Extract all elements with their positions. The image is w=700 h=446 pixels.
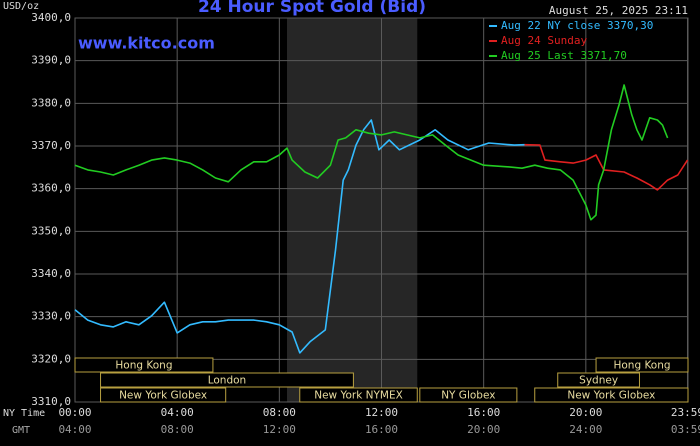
x2-tick-label: 24:00 xyxy=(569,423,602,436)
session-label: NY Globex xyxy=(441,390,495,402)
x-tick-label: 12:00 xyxy=(365,406,398,419)
chart-title: 24 Hour Spot Gold (Bid) xyxy=(198,0,426,17)
y-tick-label: 3310,0 xyxy=(31,395,71,408)
y-tick-label: 3390,0 xyxy=(31,54,71,67)
y-axis-label: USD/oz xyxy=(3,1,39,12)
session-label: New York NYMEX xyxy=(314,390,403,402)
legend-label: Aug 22 NY close 3370,30 xyxy=(501,19,653,32)
session-box xyxy=(595,357,689,373)
session-box xyxy=(557,372,640,388)
y-tick-label: 3350,0 xyxy=(31,224,71,237)
x2-tick-label: 16:00 xyxy=(365,423,398,436)
y-tick-label: 3370,0 xyxy=(31,139,71,152)
session-box xyxy=(534,387,689,403)
session-label: New York Globex xyxy=(567,390,655,402)
y-tick-label: 3400,0 xyxy=(31,11,71,24)
watermark: www.kitco.com xyxy=(78,34,215,53)
session-box xyxy=(100,372,354,388)
session-label: Sydney xyxy=(579,375,618,387)
x-tick-label: 04:00 xyxy=(161,406,194,419)
session-label: Hong Kong xyxy=(613,360,670,372)
x2-tick-label: 12:00 xyxy=(263,423,296,436)
y-tick-label: 3340,0 xyxy=(31,267,71,280)
legend-label: Aug 24 Sunday xyxy=(501,34,587,47)
x-tick-label: 20:00 xyxy=(569,406,602,419)
session-box xyxy=(74,357,214,373)
y-tick-label: 3330,0 xyxy=(31,310,71,323)
timestamp: August 25, 2025 23:11 xyxy=(549,4,688,17)
x2-tick-label: 03:59 xyxy=(671,423,700,436)
session-box xyxy=(100,387,227,403)
x2-tick-label: 20:00 xyxy=(467,423,500,436)
x-tick-label: 16:00 xyxy=(467,406,500,419)
y-tick-label: 3360,0 xyxy=(31,182,71,195)
session-box xyxy=(299,387,418,403)
x2-tick-label: 08:00 xyxy=(161,423,194,436)
session-label: Hong Kong xyxy=(115,360,172,372)
legend-label: Aug 25 Last 3371,70 xyxy=(501,49,627,62)
x2-axis-label: GMT xyxy=(12,425,30,436)
session-box xyxy=(419,387,518,403)
y-tick-label: 3320,0 xyxy=(31,352,71,365)
price-line xyxy=(74,119,525,354)
shaded-period xyxy=(286,18,418,402)
session-label: London xyxy=(208,375,247,387)
price-line xyxy=(74,84,669,221)
x-tick-label: 00:00 xyxy=(58,406,91,419)
session-label: New York Globex xyxy=(119,390,207,402)
x2-tick-label: 04:00 xyxy=(58,423,91,436)
x-tick-label: 23:59 xyxy=(671,406,700,419)
x-tick-label: 08:00 xyxy=(263,406,296,419)
x-axis-label: NY Time xyxy=(3,408,45,419)
y-tick-label: 3380,0 xyxy=(31,96,71,109)
